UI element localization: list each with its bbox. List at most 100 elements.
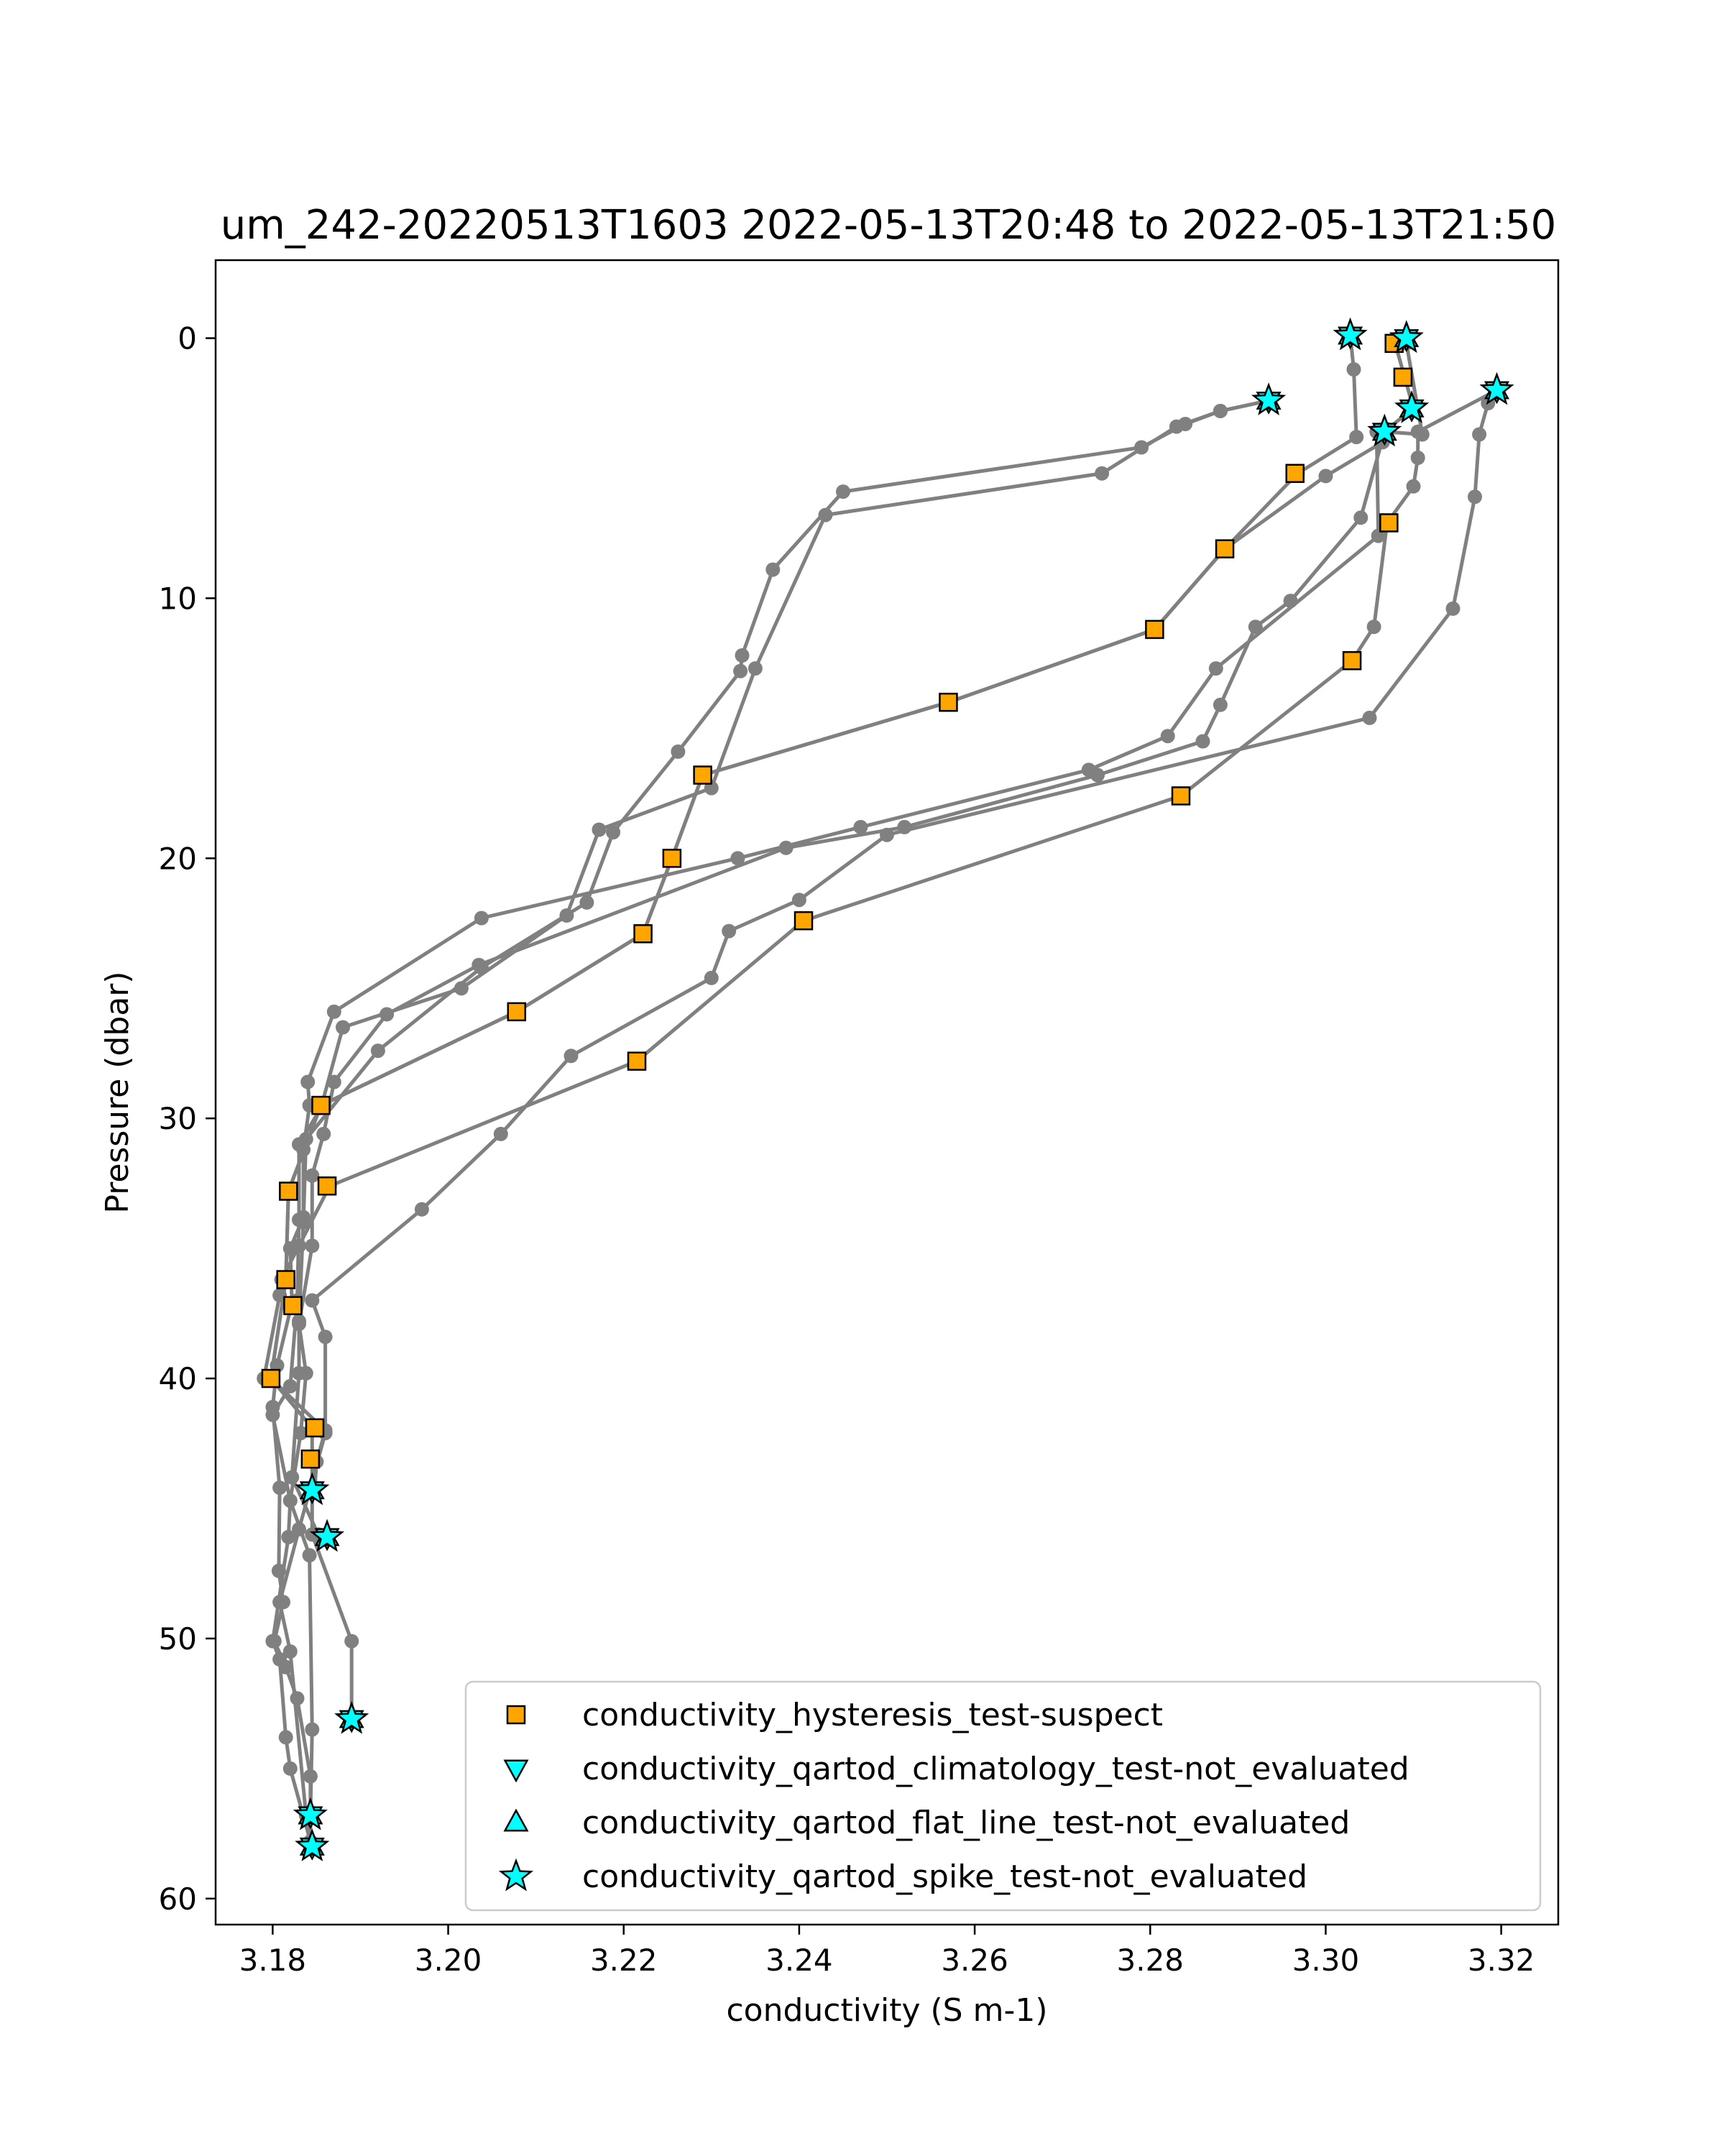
profile-point <box>303 1769 318 1784</box>
profile-point <box>1213 697 1228 712</box>
profile-point <box>1160 729 1175 744</box>
square-marker <box>300 1449 321 1469</box>
y-tick-label: 50 <box>159 1621 197 1657</box>
x-tick-label: 3.32 <box>1468 1943 1535 1978</box>
square-marker <box>633 924 653 944</box>
x-tick-label: 3.30 <box>1292 1943 1360 1978</box>
profile-8 <box>265 424 1386 1849</box>
profile-point <box>474 911 489 926</box>
profile-point <box>318 1330 333 1345</box>
profile-point <box>880 827 894 842</box>
legend-triangle-down-marker <box>503 1759 529 1783</box>
profile-point <box>472 957 487 972</box>
profile-point <box>1353 510 1368 525</box>
star-marker <box>1367 413 1402 447</box>
profile-point <box>579 895 594 910</box>
profile-point <box>302 1548 317 1563</box>
x-tick-label: 3.18 <box>239 1943 307 1978</box>
profile-point <box>316 1126 331 1141</box>
profile-point <box>493 1126 508 1141</box>
profile-point <box>564 1049 579 1064</box>
legend-entry: conductivity_qartod_spike_test-not_evalu… <box>498 1858 1307 1895</box>
square-marker <box>279 1181 298 1201</box>
square-marker <box>507 1002 527 1022</box>
x-tick-label: 3.28 <box>1117 1943 1184 1978</box>
square-marker <box>1145 619 1164 640</box>
profile-point <box>1169 419 1184 434</box>
star-marker <box>1389 320 1424 354</box>
profile-point <box>1410 424 1425 439</box>
profile-point <box>305 1722 320 1737</box>
x-tick-label: 3.24 <box>765 1943 833 1978</box>
legend-star-marker <box>498 1858 534 1892</box>
star-marker <box>1333 317 1368 351</box>
series-conductivity_qartod_spike_test-not_evaluated <box>293 317 1514 1861</box>
square-marker <box>305 1418 325 1438</box>
profile-point <box>414 1202 429 1217</box>
profile-point <box>305 1168 320 1183</box>
legend-label: conductivity_hysteresis_test-suspect <box>582 1697 1163 1733</box>
star-marker <box>295 1472 330 1506</box>
square-marker <box>261 1368 281 1388</box>
star-marker <box>295 1828 330 1861</box>
profile-point <box>1349 430 1364 445</box>
star-marker <box>310 1519 345 1552</box>
profile-point <box>1195 734 1210 749</box>
profile-point <box>748 661 763 676</box>
square-marker <box>1379 513 1399 533</box>
profile-point <box>1208 661 1223 676</box>
profile-point <box>818 507 833 522</box>
legend-label: conductivity_qartod_climatology_test-not… <box>582 1751 1409 1787</box>
profile-point <box>344 1634 359 1649</box>
profile-point <box>326 1074 341 1089</box>
legend-square-marker <box>506 1705 526 1725</box>
profile-point <box>265 1399 280 1414</box>
profile-point <box>281 1529 296 1544</box>
profile-point <box>1248 619 1263 635</box>
x-tick-label: 3.26 <box>941 1943 1008 1978</box>
profile-point <box>298 1365 313 1381</box>
legend-box <box>464 1680 1542 1912</box>
profile-point <box>1410 451 1425 465</box>
y-axis-label: Pressure (dbar) <box>99 971 136 1213</box>
square-marker <box>276 1270 295 1289</box>
profile-point <box>671 744 686 759</box>
profile-point <box>370 1044 385 1059</box>
square-marker <box>939 692 958 712</box>
profile-point <box>454 981 469 996</box>
profile-point <box>1213 403 1228 418</box>
series-conductivity_hysteresis_test-suspect <box>261 333 1413 1469</box>
profile-point <box>292 1521 306 1537</box>
profile-point <box>1095 466 1110 481</box>
profile-point <box>282 1378 298 1393</box>
profile-point <box>791 893 806 908</box>
profile-point <box>730 851 745 866</box>
square-marker <box>693 765 712 785</box>
square-marker <box>311 1095 331 1115</box>
square-marker <box>662 849 682 868</box>
profile-point <box>272 1480 288 1496</box>
square-marker <box>283 1296 303 1315</box>
star-marker <box>1394 390 1430 423</box>
profile-point <box>704 970 719 985</box>
legend-label: conductivity_qartod_flat_line_test-not_e… <box>582 1805 1350 1841</box>
star-marker <box>334 1700 369 1734</box>
profile-point <box>1366 619 1381 635</box>
square-marker <box>794 911 814 931</box>
profile-point <box>1472 427 1487 442</box>
profile-point <box>305 1293 320 1308</box>
legend-entry: conductivity_hysteresis_test-suspect <box>506 1697 1163 1733</box>
profile-point <box>282 1644 298 1659</box>
profile-point <box>282 1241 298 1256</box>
chart-title: um_242-20220513T1603 2022-05-13T20:48 to… <box>221 202 1557 249</box>
profile-point <box>1445 601 1460 616</box>
legend: conductivity_hysteresis_test-suspectcond… <box>464 1680 1542 1912</box>
profile-point <box>836 484 850 499</box>
profile-point <box>272 1288 288 1303</box>
square-marker <box>627 1051 647 1071</box>
profile-point <box>278 1659 293 1674</box>
profile-point <box>293 1426 308 1441</box>
axes-frame <box>214 259 1560 1926</box>
profile-point <box>267 1634 282 1649</box>
